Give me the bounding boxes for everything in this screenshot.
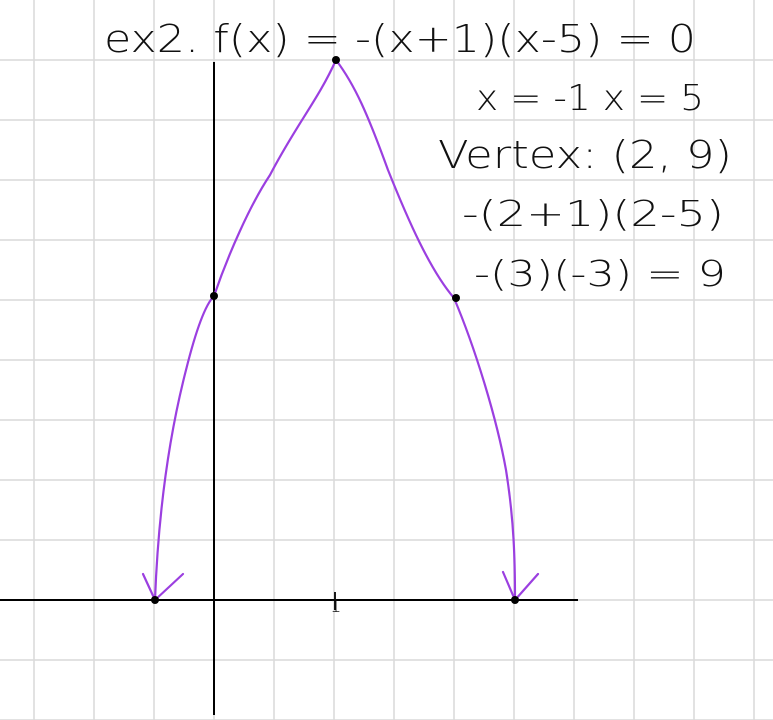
vertex-text: Vertex: (2, 9) — [438, 133, 732, 177]
equation-title: ex2. f(x) = -(x+1)(x-5) = 0 — [104, 17, 696, 61]
vertex-point — [332, 56, 340, 64]
symmetric-point — [452, 294, 460, 302]
left-arrowhead — [141, 572, 185, 602]
right-root-point — [511, 596, 519, 604]
calc-step-2: -(3)(-3) = 9 — [474, 254, 726, 295]
y-intercept-point — [210, 292, 218, 300]
x-tick-label: 1 — [330, 596, 341, 617]
calc-step-1: -(2+1)(2-5) — [462, 194, 724, 235]
roots-text: x = -1 x = 5 — [476, 78, 704, 119]
right-arrowhead — [501, 570, 540, 602]
left-root-point — [151, 596, 159, 604]
